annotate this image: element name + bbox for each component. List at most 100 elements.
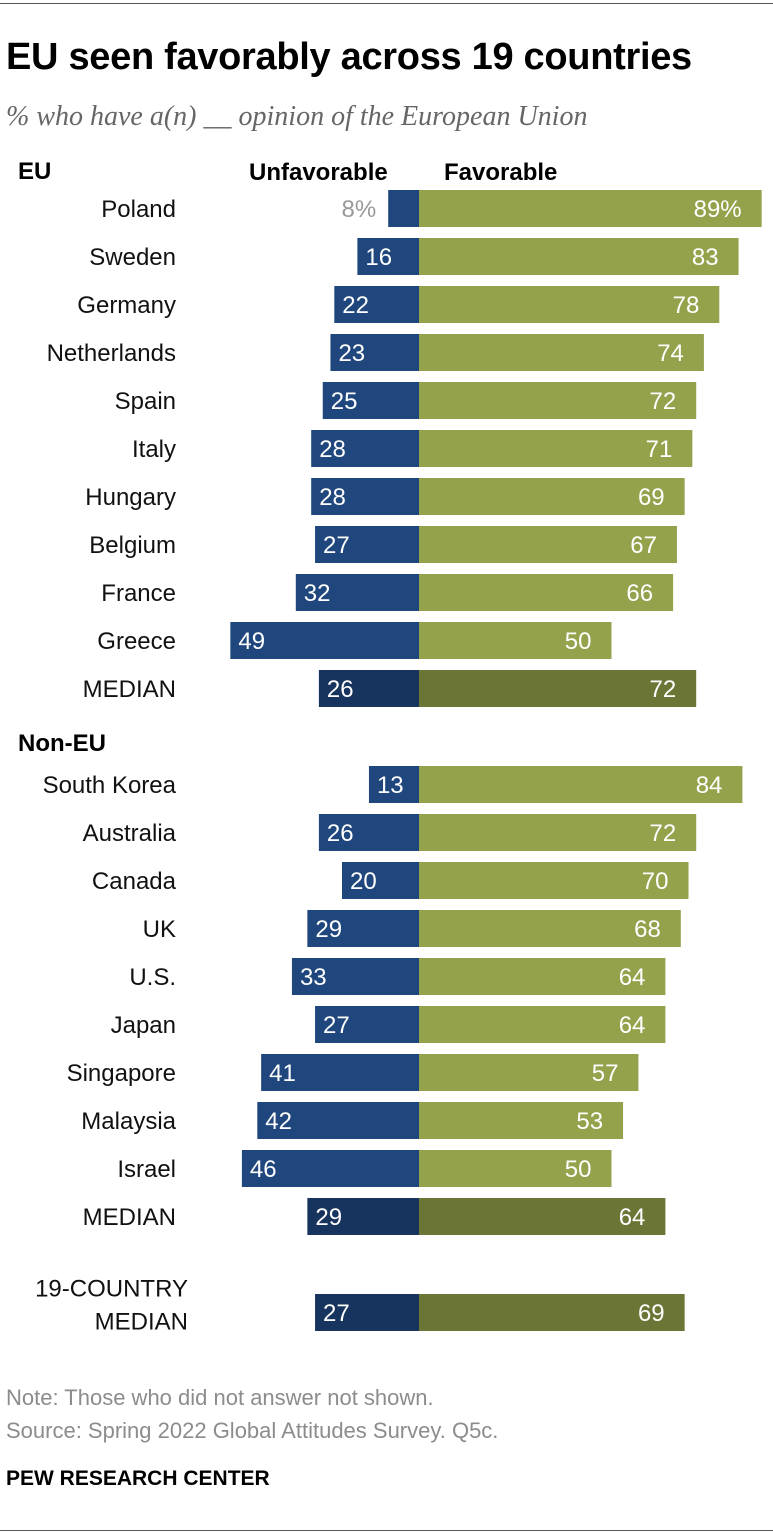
row-sweden-favorable-label: 83: [692, 244, 719, 271]
row-19-country-median-favorable-label: 69: [638, 1300, 665, 1327]
row-median-eu-category-label: MEDIAN: [83, 676, 176, 703]
row-france-favorable-label: 66: [626, 580, 653, 607]
row-median-non-eu-unfavorable-bar: [307, 1198, 419, 1235]
row-sweden-category-label: Sweden: [89, 244, 176, 271]
row-spain-favorable-label: 72: [649, 388, 676, 415]
row-canada-unfavorable-label: 20: [350, 868, 377, 895]
group-label-eu: EU: [18, 158, 52, 185]
row-19-country-median-favorable-bar: [419, 1294, 685, 1331]
row-belgium-unfavorable-bar: [315, 526, 419, 563]
row-singapore-unfavorable-bar: [261, 1054, 419, 1091]
row-japan-favorable-bar: [419, 1006, 666, 1043]
row-sweden-unfavorable-label: 16: [365, 244, 392, 271]
row-poland-unfavorable-bar: [388, 190, 419, 227]
row-japan-category-label: Japan: [111, 1012, 176, 1039]
row-malaysia-unfavorable-bar: [257, 1102, 419, 1139]
row-median-non-eu-favorable-label: 64: [619, 1204, 646, 1231]
row-france-unfavorable-bar: [295, 574, 419, 611]
row-germany-unfavorable-bar: [334, 286, 419, 323]
row-poland-favorable-label: 89%: [694, 196, 742, 223]
row-belgium-favorable-bar: [419, 526, 677, 563]
row-belgium-favorable-label: 67: [630, 532, 657, 559]
row-canada-category-label: Canada: [92, 868, 177, 895]
row-u-s-unfavorable-bar: [291, 958, 419, 995]
row-greece-favorable-label: 50: [565, 628, 592, 655]
row-hungary-favorable-label: 69: [638, 484, 665, 511]
row-greece-unfavorable-bar: [230, 622, 419, 659]
row-italy-category-label: Italy: [132, 436, 176, 463]
row-france-favorable-bar: [419, 574, 674, 611]
row-median-eu-unfavorable-bar: [318, 670, 419, 707]
row-median-non-eu-favorable-bar: [419, 1198, 666, 1235]
row-greece-favorable-bar: [419, 622, 612, 659]
row-19-country-median-unfavorable-label: 27: [323, 1300, 350, 1327]
row-australia-favorable-bar: [419, 814, 697, 851]
group-label-non-eu: Non-EU: [18, 730, 106, 757]
row-netherlands-favorable-bar: [419, 334, 704, 371]
row-uk-unfavorable-label: 29: [315, 916, 342, 943]
row-greece-unfavorable-label: 49: [238, 628, 265, 655]
row-israel-unfavorable-label: 46: [250, 1156, 277, 1183]
row-israel-favorable-bar: [419, 1150, 612, 1187]
row-japan-favorable-label: 64: [619, 1012, 646, 1039]
row-median-eu-favorable-bar: [419, 670, 697, 707]
row-singapore-category-label: Singapore: [67, 1060, 176, 1087]
row-israel-favorable-label: 50: [565, 1156, 592, 1183]
chart-subtitle: % who have a(n) __ opinion of the Europe…: [6, 101, 588, 132]
row-japan-unfavorable-bar: [315, 1006, 419, 1043]
row-poland-category-label: Poland: [101, 196, 176, 223]
row-france-category-label: France: [101, 580, 176, 607]
row-australia-unfavorable-label: 26: [327, 820, 354, 847]
row-netherlands-favorable-label: 74: [657, 340, 684, 367]
top-rule: [0, 3, 773, 4]
row-greece-category-label: Greece: [97, 628, 176, 655]
row-germany-unfavorable-label: 22: [342, 292, 369, 319]
bottom-rule: [0, 1530, 773, 1531]
row-netherlands-unfavorable-label: 23: [338, 340, 365, 367]
row-france-unfavorable-label: 32: [304, 580, 331, 607]
row-south-korea-unfavorable-bar: [368, 766, 419, 803]
row-singapore-unfavorable-label: 41: [269, 1060, 296, 1087]
row-spain-category-label: Spain: [115, 388, 176, 415]
row-uk-unfavorable-bar: [307, 910, 419, 947]
row-canada-favorable-label: 70: [642, 868, 669, 895]
row-median-non-eu-category-label: MEDIAN: [83, 1204, 176, 1231]
row-south-korea-favorable-bar: [419, 766, 743, 803]
row-median-eu-favorable-label: 72: [649, 676, 676, 703]
row-19-country-median-category-label-line-1: 19-COUNTRY: [35, 1276, 188, 1303]
row-poland-unfavorable-label: 8%: [342, 196, 377, 223]
row-japan-unfavorable-label: 27: [323, 1012, 350, 1039]
row-median-eu-unfavorable-label: 26: [327, 676, 354, 703]
row-uk-category-label: UK: [143, 916, 176, 943]
legend-unfavorable: Unfavorable: [249, 159, 388, 186]
footer-source: Source: Spring 2022 Global Attitudes Sur…: [6, 1418, 499, 1443]
row-italy-favorable-label: 71: [646, 436, 673, 463]
row-u-s-favorable-bar: [419, 958, 666, 995]
row-australia-favorable-label: 72: [649, 820, 676, 847]
row-sweden-favorable-bar: [419, 238, 739, 275]
row-malaysia-unfavorable-label: 42: [265, 1108, 292, 1135]
diverging-bar-chart: 8% 89% Poland 16 83 Sweden 22 78 Germany 23 74 Neth…: [35, 190, 762, 1336]
row-australia-unfavorable-bar: [318, 814, 419, 851]
row-u-s-category-label: U.S.: [129, 964, 176, 991]
row-south-korea-unfavorable-label: 13: [377, 772, 404, 799]
row-u-s-favorable-label: 64: [619, 964, 646, 991]
row-australia-category-label: Australia: [83, 820, 177, 847]
row-malaysia-favorable-bar: [419, 1102, 624, 1139]
row-belgium-unfavorable-label: 27: [323, 532, 350, 559]
row-south-korea-favorable-label: 84: [696, 772, 723, 799]
brand-label: PEW RESEARCH CENTER: [6, 1467, 270, 1490]
row-italy-unfavorable-label: 28: [319, 436, 346, 463]
row-canada-unfavorable-bar: [342, 862, 419, 899]
row-germany-category-label: Germany: [77, 292, 176, 319]
row-germany-favorable-label: 78: [673, 292, 700, 319]
row-hungary-favorable-bar: [419, 478, 685, 515]
row-italy-unfavorable-bar: [311, 430, 419, 467]
row-belgium-category-label: Belgium: [89, 532, 176, 559]
chart-title: EU seen favorably across 19 countries: [6, 36, 692, 78]
row-hungary-category-label: Hungary: [85, 484, 176, 511]
row-uk-favorable-bar: [419, 910, 681, 947]
row-19-country-median-category-label-line-2: MEDIAN: [95, 1309, 188, 1336]
row-spain-favorable-bar: [419, 382, 697, 419]
row-malaysia-favorable-label: 53: [576, 1108, 603, 1135]
